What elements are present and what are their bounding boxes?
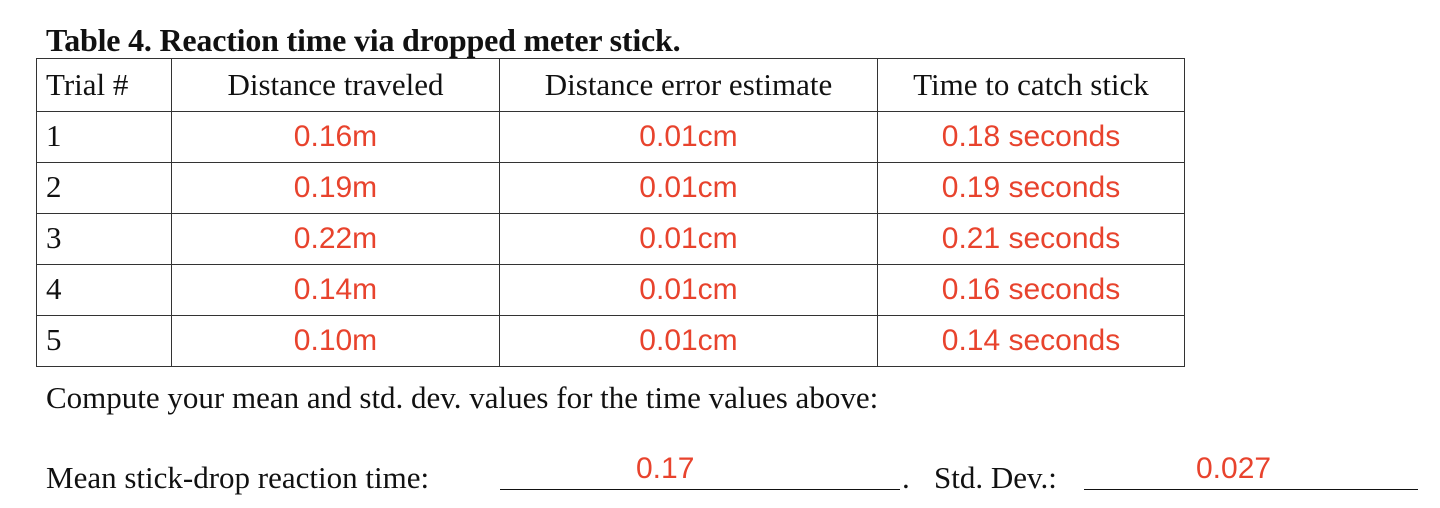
error-value: 0.01cm [499, 111, 878, 163]
header-time: Time to catch stick [877, 58, 1185, 112]
table-row: 4 0.14m 0.01cm 0.16 seconds [36, 264, 1185, 316]
time-value: 0.14 seconds [877, 315, 1185, 367]
header-error: Distance error estimate [499, 58, 878, 112]
distance-value: 0.19m [171, 162, 500, 214]
time-value: 0.16 seconds [877, 264, 1185, 316]
trial-number: 4 [36, 264, 172, 316]
trial-number: 3 [36, 213, 172, 265]
table-row: 1 0.16m 0.01cm 0.18 seconds [36, 111, 1185, 163]
table-title: Table 4. Reaction time via dropped meter… [46, 22, 681, 58]
error-value: 0.01cm [499, 264, 878, 316]
header-distance: Distance traveled [171, 58, 500, 112]
stddev-answer-value: 0.027 [1196, 452, 1272, 485]
table-header-row: Trial # Distance traveled Distance error… [36, 58, 1185, 112]
trial-number: 5 [36, 315, 172, 367]
trial-number: 1 [36, 111, 172, 163]
trial-number: 2 [36, 162, 172, 214]
time-value: 0.21 seconds [877, 213, 1185, 265]
stddev-answer-line [1084, 489, 1418, 490]
instruction-text: Compute your mean and std. dev. values f… [46, 380, 879, 415]
header-trial: Trial # [36, 58, 172, 112]
time-value: 0.19 seconds [877, 162, 1185, 214]
distance-value: 0.14m [171, 264, 500, 316]
time-value: 0.18 seconds [877, 111, 1185, 163]
mean-period: . [902, 460, 910, 495]
table-row: 2 0.19m 0.01cm 0.19 seconds [36, 162, 1185, 214]
error-value: 0.01cm [499, 213, 878, 265]
mean-answer-value: 0.17 [636, 452, 695, 485]
error-value: 0.01cm [499, 315, 878, 367]
stddev-label: Std. Dev.: [934, 460, 1057, 495]
error-value: 0.01cm [499, 162, 878, 214]
distance-value: 0.16m [171, 111, 500, 163]
distance-value: 0.10m [171, 315, 500, 367]
mean-answer-line [500, 489, 900, 490]
reaction-time-table: Trial # Distance traveled Distance error… [36, 58, 1185, 367]
mean-label: Mean stick-drop reaction time: [46, 460, 430, 495]
distance-value: 0.22m [171, 213, 500, 265]
table-row: 5 0.10m 0.01cm 0.14 seconds [36, 315, 1185, 367]
table-row: 3 0.22m 0.01cm 0.21 seconds [36, 213, 1185, 265]
